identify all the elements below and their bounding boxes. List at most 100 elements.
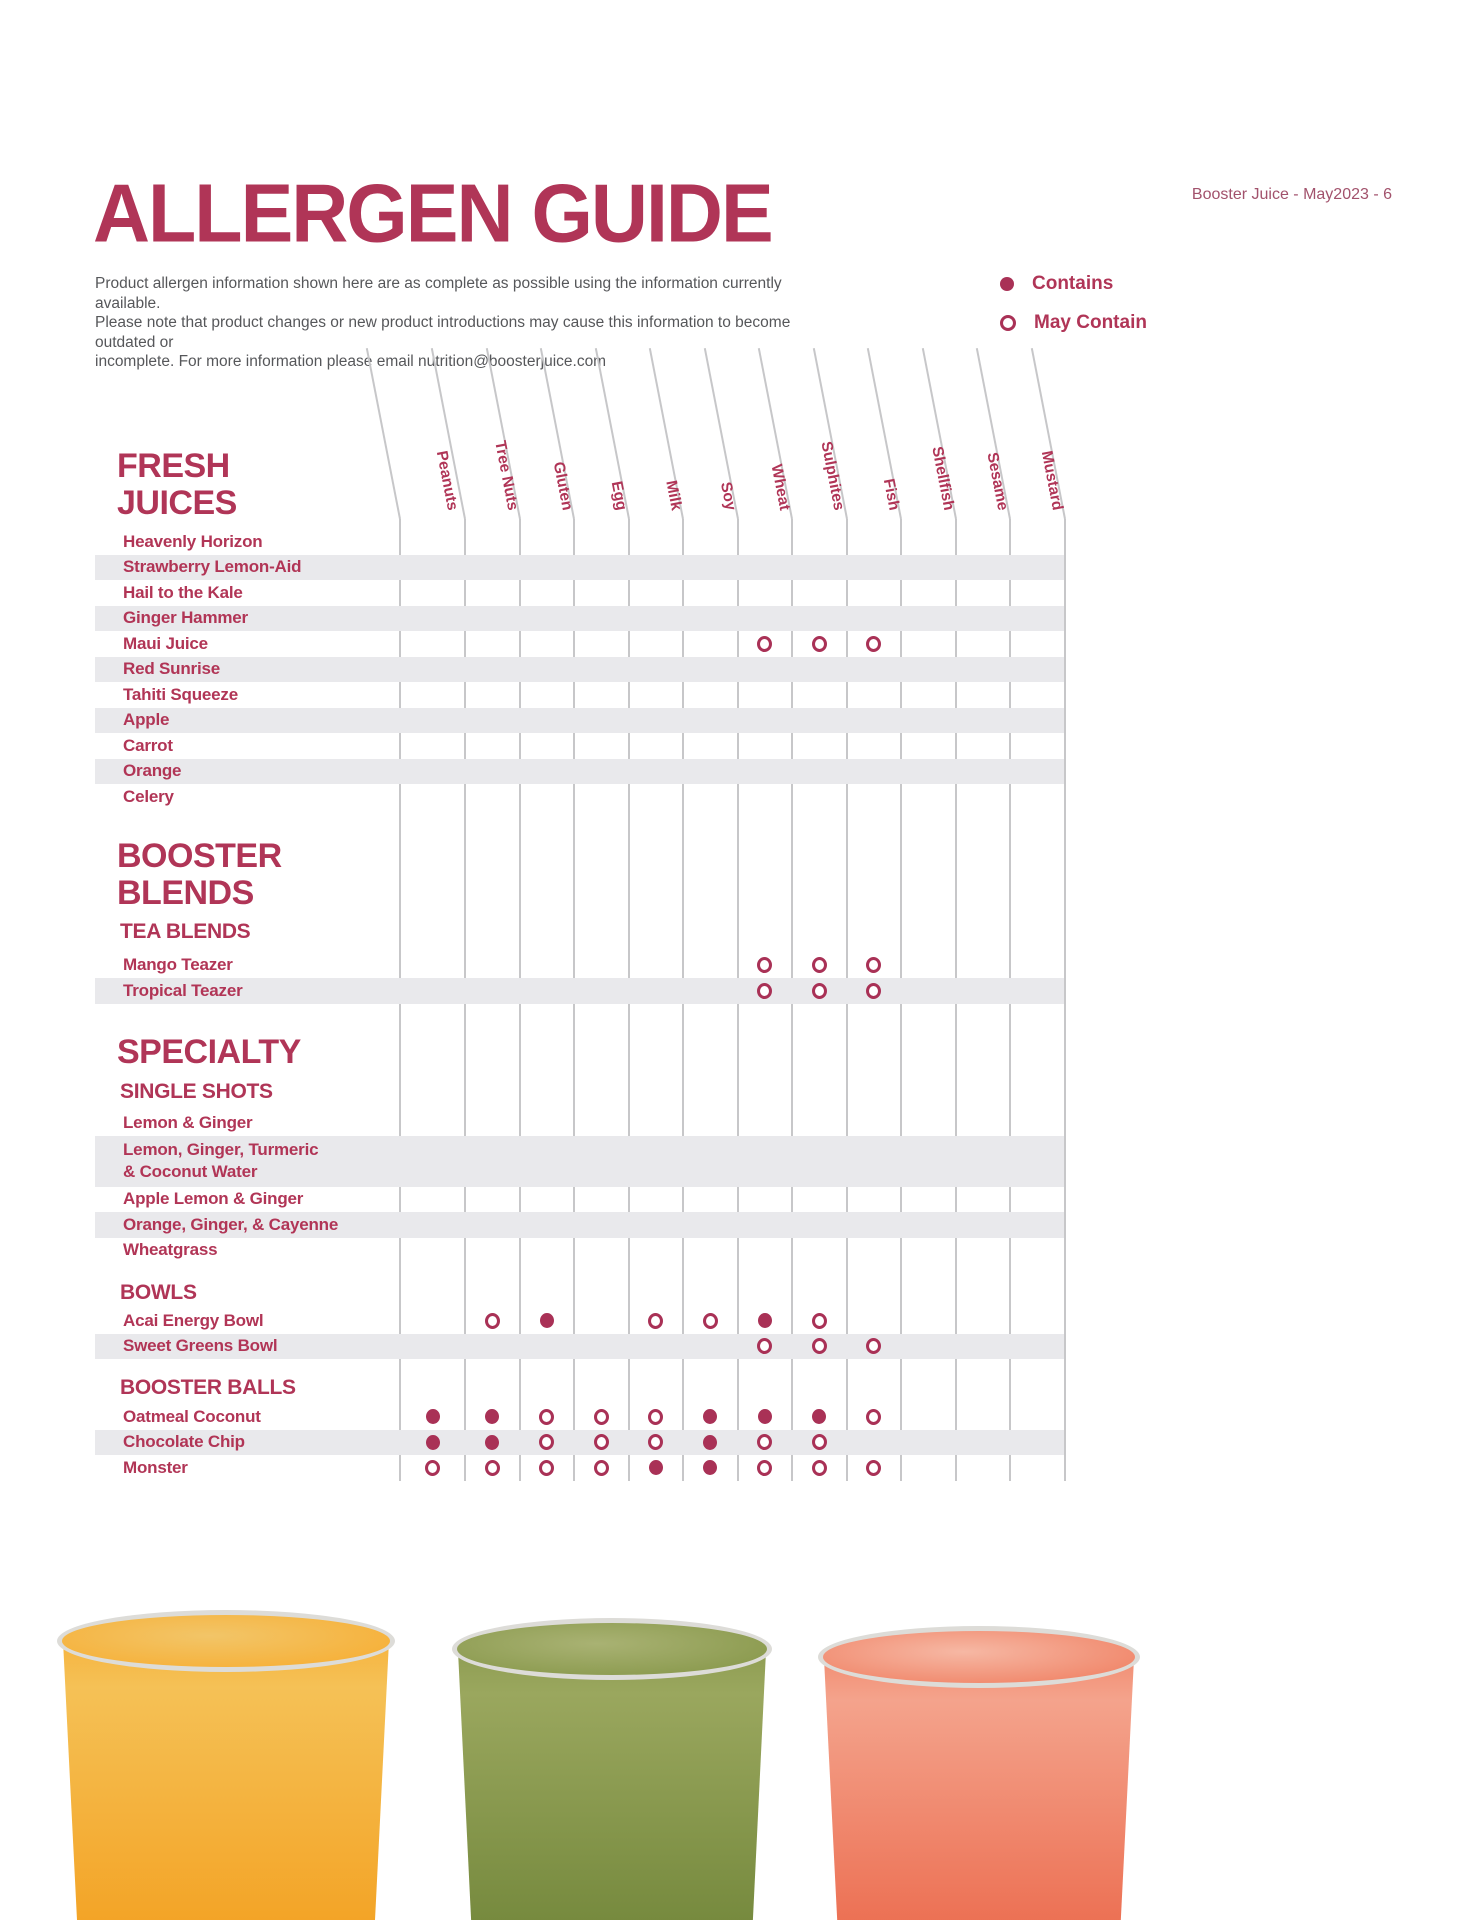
intro-paragraph: Product allergen information shown here … (95, 274, 795, 372)
row-label-text: Oatmeal Coconut (123, 1406, 261, 1426)
allergen-mark-may-contain (811, 1338, 827, 1355)
header-diagonal-line (365, 348, 401, 520)
allergen-column-label: Shellfish (927, 445, 957, 512)
row-label-text: Ginger Hammer (123, 608, 248, 628)
allergen-column-label: Milk (661, 478, 685, 512)
row-label-text: Apple (123, 710, 170, 730)
row-label: Tahiti Squeeze (123, 684, 238, 706)
section-subheading: BOWLS (120, 1281, 197, 1304)
allergen-mark-may-contain (866, 1459, 882, 1476)
allergen-mark-contains (703, 1434, 718, 1450)
allergen-mark-contains (425, 1434, 440, 1450)
allergen-mark-may-contain (593, 1434, 609, 1451)
row-label: Orange, Ginger, & Cayenne (123, 1214, 338, 1236)
allergen-mark-may-contain (811, 1434, 827, 1451)
allergen-mark-may-contain (539, 1459, 555, 1476)
allergen-mark-contains (812, 1409, 827, 1425)
may-contain-open-circle-icon (1000, 315, 1016, 331)
allergen-mark-may-contain (648, 1434, 664, 1451)
row-label-text: Orange (123, 761, 182, 781)
contains-filled-circle-icon (1000, 277, 1014, 291)
pink-smoothie-cup (818, 1626, 1140, 1920)
allergen-mark-may-contain (425, 1459, 440, 1476)
row-label-text: Lemon & Ginger (123, 1112, 253, 1132)
row-label: Carrot (123, 735, 173, 757)
allergen-mark-may-contain (811, 1312, 827, 1329)
row-stripe (95, 605, 1064, 631)
allergen-column-label: Sesame (983, 451, 1012, 512)
row-label: Celery (123, 786, 174, 808)
row-stripe (95, 978, 1064, 1004)
cup-rim (57, 1610, 395, 1672)
allergen-mark-contains (757, 1313, 772, 1329)
row-stripe (95, 707, 1064, 733)
row-label-text: Sweet Greens Bowl (123, 1336, 278, 1356)
section-heading: SPECIALTY (117, 1034, 301, 1071)
row-label: Acai Energy Bowl (123, 1310, 264, 1332)
row-label-text: Hail to the Kale (123, 582, 243, 602)
row-label: Ginger Hammer (123, 607, 248, 629)
allergen-mark-contains (703, 1409, 718, 1425)
allergen-mark-may-contain (539, 1408, 555, 1425)
cup-body (62, 1634, 390, 1920)
section-heading: BOOSTER BLENDS (117, 838, 282, 912)
allergen-mark-contains (757, 1409, 772, 1425)
page-title: ALLERGEN GUIDE (93, 165, 774, 260)
legend-contains: Contains (1000, 273, 1113, 295)
allergen-mark-contains (539, 1313, 554, 1329)
contains-label: Contains (1032, 273, 1114, 294)
row-stripe (95, 656, 1064, 682)
row-label: Monster (123, 1457, 188, 1479)
allergen-mark-may-contain (811, 982, 827, 999)
row-label: Lemon, Ginger, Turmeric & Coconut Water (123, 1139, 319, 1183)
row-label: Oatmeal Coconut (123, 1406, 261, 1428)
allergen-mark-may-contain (648, 1408, 664, 1425)
row-label-text: Carrot (123, 735, 173, 755)
allergen-mark-may-contain (757, 635, 773, 652)
row-label: Wheatgrass (123, 1239, 218, 1261)
allergen-mark-contains (648, 1460, 663, 1476)
allergen-mark-may-contain (757, 1434, 773, 1451)
allergen-mark-may-contain (484, 1459, 500, 1476)
row-label: Hail to the Kale (123, 582, 243, 604)
allergen-mark-may-contain (648, 1312, 664, 1329)
cup-rim (452, 1618, 772, 1680)
row-label-text: Tropical Teazer (123, 980, 243, 1000)
section-subheading: SINGLE SHOTS (120, 1080, 273, 1103)
green-smoothie-cup (452, 1618, 772, 1920)
row-label-text: Apple Lemon & Ginger (123, 1189, 304, 1209)
allergen-column-label: Mustard (1037, 449, 1066, 512)
row-label: Sweet Greens Bowl (123, 1335, 278, 1357)
allergen-mark-may-contain (757, 1459, 773, 1476)
page-reference: Booster Juice - May2023 - 6 (1191, 186, 1392, 203)
intro-line-2: Please note that product changes or new … (95, 314, 791, 351)
row-label-text: Tahiti Squeeze (123, 684, 238, 704)
row-label: Maui Juice (123, 633, 208, 655)
row-label-text: Red Sunrise (123, 659, 220, 679)
column-gridline (1063, 519, 1066, 1481)
allergen-mark-may-contain (702, 1312, 718, 1329)
allergen-mark-may-contain (757, 982, 773, 999)
row-label-text: Chocolate Chip (123, 1432, 245, 1452)
cup-rim (818, 1626, 1140, 1688)
allergen-mark-may-contain (539, 1434, 555, 1451)
allergen-mark-may-contain (593, 1459, 609, 1476)
row-stripe (95, 758, 1064, 784)
allergen-mark-contains (703, 1460, 718, 1476)
may-contain-label: May Contain (1034, 312, 1147, 333)
section-heading-line: FRESH (117, 447, 230, 485)
row-label: Strawberry Lemon-Aid (123, 556, 302, 578)
allergen-mark-may-contain (593, 1408, 609, 1425)
row-label: Apple Lemon & Ginger (123, 1188, 303, 1210)
row-label-text: Celery (123, 786, 174, 806)
row-label: Orange (123, 760, 182, 782)
allergen-mark-may-contain (866, 635, 882, 652)
intro-line-1: Product allergen information shown here … (95, 275, 782, 312)
allergen-column-label: Sulphites (817, 440, 848, 512)
row-stripe (95, 1429, 1064, 1455)
allergen-mark-may-contain (484, 1312, 500, 1329)
row-label-text: Mango Teazer (123, 955, 233, 975)
row-stripe (95, 554, 1064, 580)
cup-body (457, 1642, 767, 1920)
